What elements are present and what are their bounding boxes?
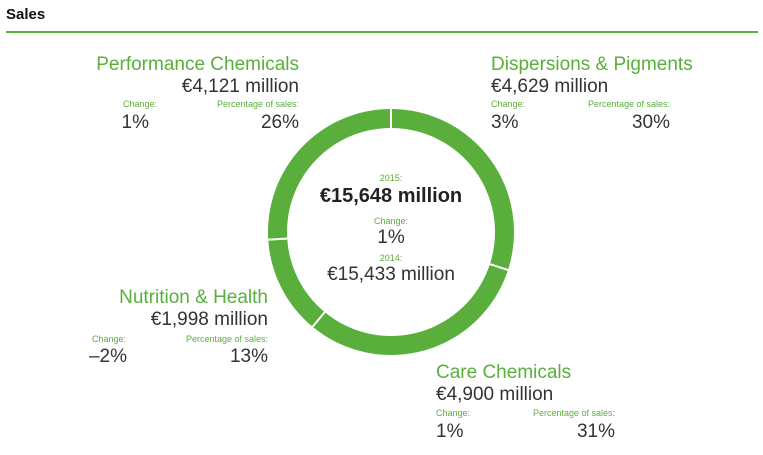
- segment-share-label: Percentage of sales:: [532, 408, 615, 418]
- segment-name: Performance Chemicals: [96, 54, 299, 75]
- prior-year-label: 2014:: [379, 253, 403, 263]
- total-change-value: 1%: [377, 227, 405, 248]
- segment-change: 3%: [491, 112, 519, 133]
- segment-name: Care Chemicals: [436, 362, 572, 383]
- current-total: €15,648 million: [319, 185, 463, 207]
- segment-change-label: Change:: [491, 99, 526, 109]
- page-title: Sales: [6, 6, 46, 23]
- segment-change-label: Change:: [91, 334, 126, 344]
- donut-separator: [311, 310, 327, 329]
- segment-name: Dispersions & Pigments: [491, 54, 693, 75]
- segment-share: 31%: [576, 421, 615, 442]
- donut-slice-care-chemicals: [312, 264, 508, 355]
- segment-share: 30%: [631, 112, 670, 133]
- segment-change: 1%: [436, 421, 464, 442]
- current-year-label: 2015:: [379, 173, 403, 183]
- segment-change: –2%: [88, 346, 127, 367]
- segment-share-label: Percentage of sales:: [185, 334, 268, 344]
- donut-slice-nutrition-health: [268, 238, 325, 327]
- center-summary: 2015: €15,648 million Change: 1% 2014: €…: [301, 173, 481, 286]
- segment-share: 26%: [260, 112, 299, 133]
- segment-amount: €4,900 million: [436, 384, 554, 405]
- segment-amount: €4,121 million: [181, 76, 299, 97]
- segment-amount: €1,998 million: [150, 309, 268, 330]
- donut-slice-dispersions-pigments: [391, 109, 514, 271]
- segment-amount: €4,629 million: [491, 76, 609, 97]
- header-divider: [6, 31, 758, 33]
- donut-slice-performance-chemicals: [268, 109, 391, 240]
- segment-change: 1%: [121, 112, 149, 133]
- segment-change-label: Change:: [436, 408, 471, 418]
- segment-name: Nutrition & Health: [119, 287, 268, 308]
- total-change-label: Change:: [373, 216, 409, 226]
- segment-share-label: Percentage of sales:: [587, 99, 670, 109]
- prior-total: €15,433 million: [327, 264, 455, 285]
- segment-change-label: Change:: [122, 99, 157, 109]
- donut-separator: [488, 262, 510, 272]
- segment-share: 13%: [229, 346, 268, 367]
- segment-share-label: Percentage of sales:: [216, 99, 299, 109]
- donut-separator: [267, 237, 289, 241]
